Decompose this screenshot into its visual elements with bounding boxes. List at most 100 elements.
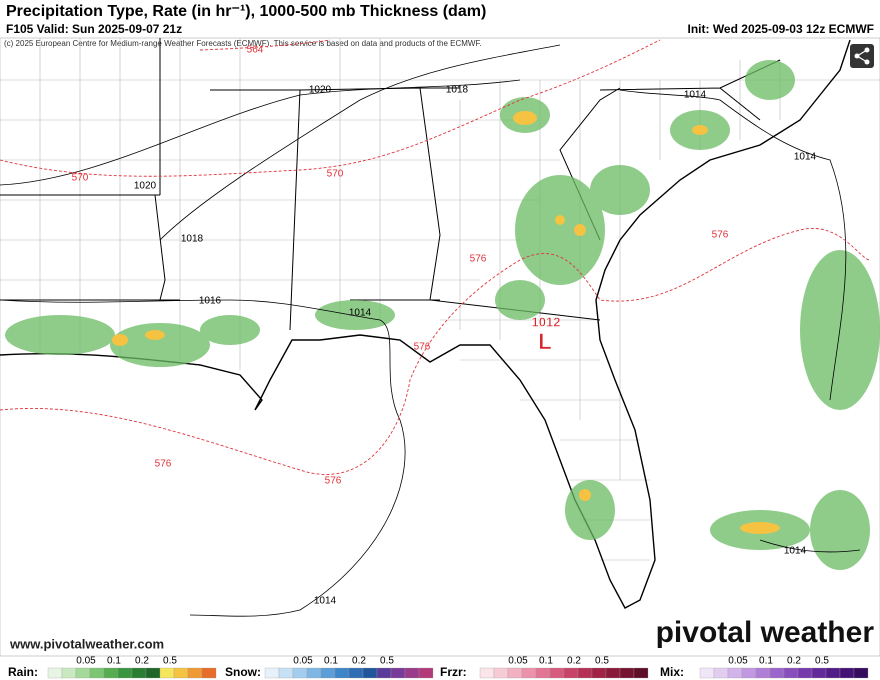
legend-swatch: [159, 667, 175, 679]
legend-swatch: [173, 667, 189, 679]
thickness-label: 570: [72, 173, 89, 184]
website[interactable]: www.pivotalweather.com: [9, 636, 164, 651]
legend-swatch: [278, 667, 294, 679]
legend-swatch: [306, 667, 322, 679]
legend-swatch: [605, 667, 621, 679]
legend-swatch: [103, 667, 119, 679]
legend-swatch: [811, 667, 827, 679]
legend-swatch: [783, 667, 799, 679]
isobar-label: 1020: [309, 85, 332, 96]
isobars: [0, 44, 861, 617]
legend: Rain: 0.05 0.1 0.2 0.5 Snow: 0.05 0.1 0.2 0.5 Frzr…: [8, 656, 869, 679]
brand: pivotal weather: [656, 616, 875, 649]
legend-swatch: [797, 667, 813, 679]
isobar-label: 1018: [446, 85, 469, 96]
legend-swatch: [839, 667, 855, 679]
thickness-lines: [0, 39, 871, 475]
thickness-labels: 564 570 570 576 576 576 576 576: [72, 45, 729, 487]
legend-swatch: [320, 667, 336, 679]
legend-name: Rain:: [8, 665, 38, 679]
legend-name: Snow:: [225, 665, 261, 679]
legend-tick: 0.5: [380, 656, 394, 667]
low-pressure: 1012: [532, 314, 561, 329]
legend-swatch: [633, 667, 649, 679]
legend-tick: 0.1: [107, 656, 121, 667]
legend-swatch: [825, 667, 841, 679]
legend-swatch: [418, 667, 434, 679]
legend-swatch: [563, 667, 579, 679]
legend-swatch: [292, 667, 308, 679]
valid-time: F105 Valid: Sun 2025-09-07 21z: [6, 22, 182, 36]
isobar-label: 1014: [684, 90, 707, 101]
heavy-precip: [112, 111, 780, 534]
low-symbol: L: [538, 329, 551, 354]
legend-swatch: [89, 667, 105, 679]
legend-swatch: [404, 667, 420, 679]
legend-tick: 0.1: [539, 656, 553, 667]
legend-swatch: [619, 667, 635, 679]
legend-tick: 0.1: [324, 656, 338, 667]
coastline: [0, 39, 851, 609]
legend-tick: 0.05: [76, 656, 96, 667]
legend-tick: 0.05: [293, 656, 313, 667]
legend-swatch: [145, 667, 161, 679]
legend-swatch: [187, 667, 203, 679]
thickness-label: 576: [325, 476, 342, 487]
legend-swatch: [713, 667, 729, 679]
legend-swatch: [535, 667, 551, 679]
legend-swatch: [61, 667, 77, 679]
legend-swatch: [201, 667, 217, 679]
legend-tick: 0.5: [595, 656, 609, 667]
legend-swatch: [727, 667, 743, 679]
legend-swatch: [348, 667, 364, 679]
legend-swatch: [577, 667, 593, 679]
isobar-label: 1014: [794, 152, 817, 163]
legend-swatch: [117, 667, 133, 679]
legend-name: Mix:: [660, 665, 684, 679]
legend-swatch: [507, 667, 523, 679]
thickness-label: 576: [155, 459, 172, 470]
legend-swatch: [390, 667, 406, 679]
legend-swatch: [479, 667, 495, 679]
legend-swatch: [769, 667, 785, 679]
legend-swatch: [699, 667, 715, 679]
legend-swatch: [334, 667, 350, 679]
legend-name: Frzr:: [440, 665, 467, 679]
isobar-labels: 1020 1018 1014 1014 1020 1018 1016 1014 …: [134, 85, 817, 607]
legend-tick: 0.05: [728, 656, 748, 667]
map: (c) 2025 European Centre for Medium-rang…: [0, 37, 880, 657]
legend-tick: 0.1: [759, 656, 773, 667]
share-button[interactable]: [850, 44, 874, 68]
legend-tick: 0.5: [815, 656, 829, 667]
isobar-label: 1018: [181, 234, 204, 245]
thickness-label: 576: [470, 254, 487, 265]
isobar-label: 1020: [134, 181, 157, 192]
isobar-label: 1014: [349, 308, 372, 319]
legend-swatch: [591, 667, 607, 679]
legend-swatch: [75, 667, 91, 679]
thickness-label: 570: [327, 169, 344, 180]
legend-swatch: [131, 667, 147, 679]
legend-swatch: [549, 667, 565, 679]
thickness-label: 576: [712, 230, 729, 241]
legend-swatch: [741, 667, 757, 679]
legend-swatch: [853, 667, 869, 679]
legend-swatch: [264, 667, 280, 679]
thickness-label: 564: [247, 45, 264, 56]
legend-tick: 0.05: [508, 656, 528, 667]
legend-tick: 0.2: [352, 656, 366, 667]
legend-swatch: [493, 667, 509, 679]
isobar-label: 1014: [314, 596, 337, 607]
title: Precipitation Type, Rate (in hr⁻¹), 1000…: [6, 3, 486, 20]
legend-tick: 0.2: [135, 656, 149, 667]
isobar-label: 1016: [199, 296, 222, 307]
thickness-label: 576: [414, 342, 431, 353]
legend-swatch: [521, 667, 537, 679]
legend-tick: 0.2: [567, 656, 581, 667]
legend-swatch: [47, 667, 63, 679]
legend-swatch: [376, 667, 392, 679]
legend-tick: 0.5: [163, 656, 177, 667]
isobar-label: 1014: [784, 546, 807, 557]
legend-tick: 0.2: [787, 656, 801, 667]
